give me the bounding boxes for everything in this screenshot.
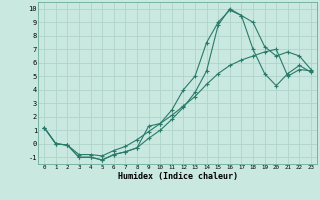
- X-axis label: Humidex (Indice chaleur): Humidex (Indice chaleur): [118, 172, 238, 181]
